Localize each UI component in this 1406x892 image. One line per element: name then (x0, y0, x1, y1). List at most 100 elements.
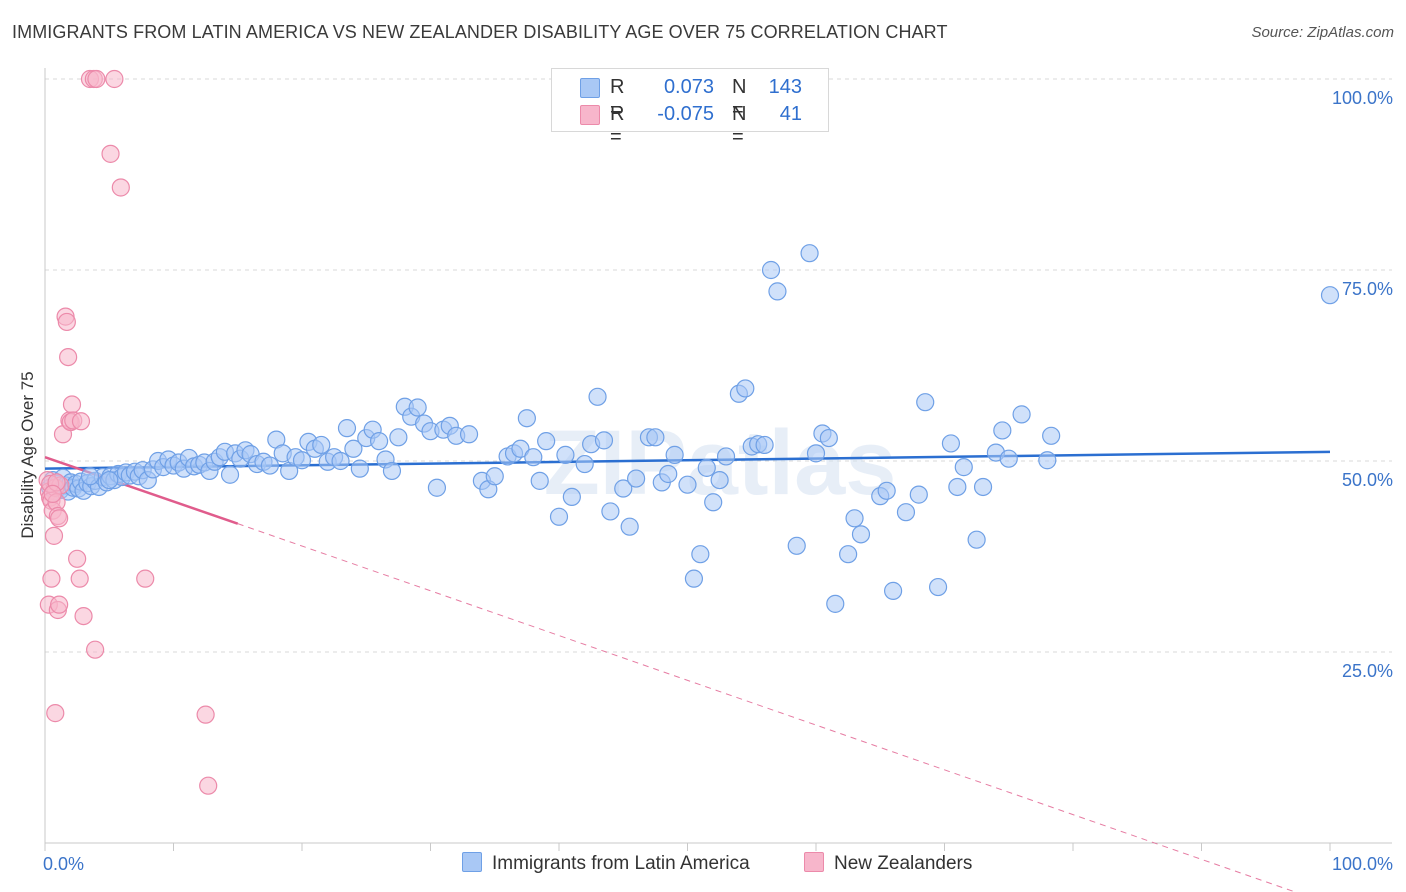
data-point-immigrants (350, 459, 369, 478)
data-point-immigrants (530, 471, 549, 490)
series-immigrants-latin-america (41, 244, 1340, 613)
data-point-immigrants (459, 425, 479, 444)
data-point-immigrants (389, 428, 408, 447)
legend-item-new-zealanders[interactable]: New Zealanders (804, 852, 972, 875)
data-point-new-zealanders (68, 549, 87, 568)
data-point-immigrants (768, 282, 787, 301)
data-point-new-zealanders (136, 569, 155, 588)
data-point-immigrants (819, 428, 838, 448)
legend-swatch-blue (462, 852, 482, 872)
data-point-immigrants (736, 379, 755, 398)
axes (44, 68, 1392, 851)
legend-r-value: 0.073 (663, 76, 714, 98)
data-point-immigrants (220, 465, 240, 484)
legend-label: New Zealanders (834, 853, 973, 874)
data-point-new-zealanders (50, 595, 69, 614)
data-point-immigrants (100, 471, 119, 490)
data-point-immigrants (588, 387, 607, 406)
data-point-immigrants (292, 451, 312, 470)
legend-r-label: R = (610, 103, 625, 148)
data-point-immigrants (928, 577, 948, 597)
data-point-immigrants (704, 493, 723, 512)
data-point-new-zealanders (44, 526, 64, 545)
data-point-new-zealanders (101, 144, 120, 163)
stats-legend: R = 0.073 N = 143 R = -0.075 N = 41 (551, 68, 829, 148)
data-point-immigrants (806, 444, 826, 463)
legend-swatch-blue (580, 78, 600, 98)
data-point-immigrants (537, 432, 556, 451)
data-point-immigrants (1042, 426, 1061, 445)
data-point-immigrants (524, 448, 543, 467)
data-point-immigrants (839, 545, 858, 564)
data-point-immigrants (575, 454, 594, 474)
trend-line-new-zealanders (44, 455, 239, 525)
legend-n-value: 143 (768, 76, 802, 98)
data-point-immigrants (1012, 405, 1031, 424)
legend-r-label: R = (610, 76, 625, 121)
data-point-immigrants (710, 471, 729, 490)
data-point-immigrants (485, 467, 504, 486)
data-point-immigrants (260, 456, 279, 475)
legend-item-immigrants[interactable]: Immigrants from Latin America (462, 852, 750, 875)
trend-line-new-zealanders-extension (237, 523, 1297, 892)
legend-label: Immigrants from Latin America (492, 853, 750, 874)
data-point-immigrants (999, 449, 1018, 468)
chart-title: IMMIGRANTS FROM LATIN AMERICA VS NEW ZEA… (12, 22, 948, 42)
data-point-immigrants (427, 478, 447, 497)
y-tick-label: 50.0% (1342, 470, 1393, 490)
data-point-immigrants (916, 393, 935, 412)
data-point-immigrants (344, 439, 363, 458)
data-point-immigrants (614, 479, 633, 498)
trend-lines (44, 450, 1331, 892)
legend-r-value: -0.075 (657, 103, 714, 125)
data-point-immigrants (556, 445, 575, 464)
data-point-new-zealanders (111, 178, 130, 197)
data-point-immigrants (626, 469, 646, 488)
data-point-new-zealanders (71, 412, 91, 431)
data-point-immigrants (973, 477, 993, 497)
data-point-new-zealanders (62, 395, 82, 414)
data-point-immigrants (851, 525, 871, 544)
x-tick-label: 0.0% (43, 854, 84, 874)
tick-labels: 25.0% 50.0% 75.0% 100.0% 0.0% 100.0% (43, 88, 1393, 874)
data-point-immigrants (954, 458, 973, 477)
data-point-immigrants (896, 503, 916, 522)
data-point-immigrants (716, 447, 736, 466)
series-new-zealanders (38, 69, 218, 795)
data-point-immigrants (601, 502, 620, 521)
data-point-immigrants (337, 419, 357, 438)
data-point-new-zealanders (42, 569, 61, 588)
data-point-new-zealanders (86, 640, 105, 659)
data-point-immigrants (800, 244, 819, 263)
data-point-immigrants (877, 481, 896, 500)
data-point-immigrants (511, 439, 530, 458)
legend-n-label: N = (732, 76, 747, 121)
legend-swatch-pink (580, 105, 600, 125)
data-point-immigrants (646, 428, 665, 447)
data-point-immigrants (517, 409, 536, 428)
data-point-immigrants (370, 432, 389, 451)
data-point-immigrants (382, 461, 402, 481)
data-point-immigrants (909, 485, 928, 504)
data-point-immigrants (594, 431, 614, 450)
data-point-new-zealanders (43, 484, 62, 503)
data-point-immigrants (967, 530, 986, 549)
data-point-immigrants (549, 507, 569, 526)
data-point-immigrants (659, 464, 678, 484)
y-tick-label: 100.0% (1332, 88, 1393, 108)
y-tick-label: 25.0% (1342, 661, 1393, 681)
data-point-immigrants (787, 536, 806, 555)
data-point-immigrants (691, 545, 710, 564)
data-point-new-zealanders (46, 704, 65, 723)
data-point-new-zealanders (74, 606, 93, 626)
data-point-immigrants (941, 434, 961, 453)
data-point-immigrants (761, 260, 781, 280)
data-point-immigrants (883, 581, 903, 600)
data-point-new-zealanders (50, 509, 69, 528)
data-point-immigrants (755, 435, 774, 455)
data-point-new-zealanders (59, 347, 78, 367)
data-point-immigrants (620, 517, 639, 536)
gridlines (45, 78, 1392, 653)
data-point-immigrants (408, 398, 427, 417)
legend-n-label: N = (732, 103, 747, 148)
